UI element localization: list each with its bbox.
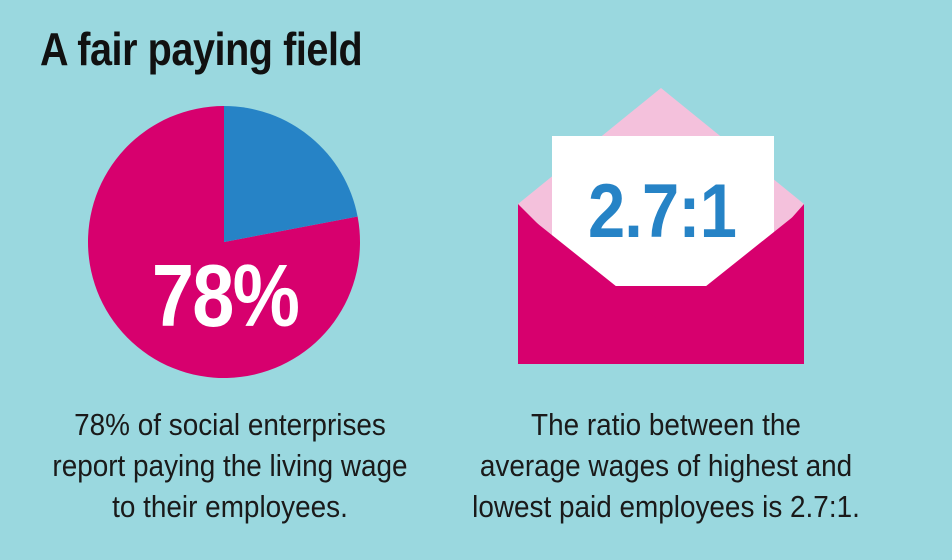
pie-caption: 78% of social enterprises report paying … (32, 404, 428, 527)
ratio-caption-line: The ratio between the (531, 407, 801, 442)
pie-slice (224, 106, 358, 242)
ratio-caption-line: average wages of highest and (479, 448, 853, 483)
ratio-value: 2.7:1 (587, 169, 737, 254)
pie-center-label: 78% (151, 246, 300, 345)
pie-caption-line: to their employees. (112, 489, 348, 524)
page-title: A fair paying field (40, 23, 363, 75)
envelope-icon (518, 88, 804, 364)
pie-caption-line: report paying the living wage (52, 448, 408, 483)
envelope-letter (552, 136, 774, 286)
pie-chart (88, 106, 361, 379)
pie-slice (88, 106, 361, 379)
ratio-caption-line: lowest paid employees is 2.7:1. (472, 489, 860, 524)
ratio-caption: The ratio between the average wages of h… (468, 404, 864, 527)
pie-caption-line: 78% of social enterprises (74, 407, 386, 442)
envelope-front (518, 208, 804, 364)
